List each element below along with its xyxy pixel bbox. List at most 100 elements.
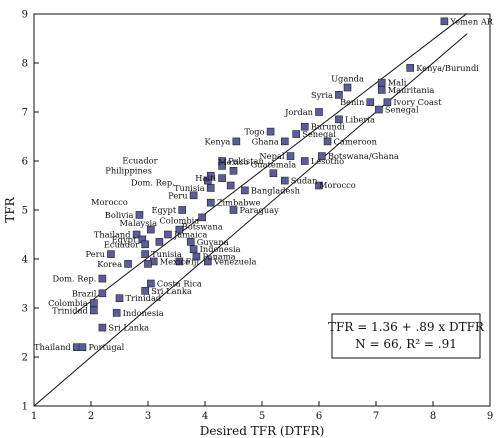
- x-tick-label: 9: [487, 411, 493, 422]
- equation-line: N = 66, R² = .91: [355, 337, 457, 351]
- y-tick-label: 8: [22, 59, 28, 70]
- data-point: [377, 86, 386, 94]
- x-tick-label: 8: [430, 411, 436, 422]
- data-point: [198, 213, 206, 222]
- point-label: Haiti: [195, 173, 216, 183]
- point-label: Ecuador: [122, 155, 157, 165]
- point-label: Portugal: [88, 342, 124, 352]
- point-label: Thailand: [94, 230, 131, 240]
- equation-box: TFR = 1.36 + .89 x DTFR N = 66, R² = .91: [328, 313, 485, 359]
- equation-frame: [331, 313, 481, 359]
- point-label: Togo: [244, 127, 264, 137]
- data-point: [318, 152, 326, 160]
- y-axis-label: TFR: [3, 196, 17, 222]
- equation-line: TFR = 1.36 + .89 x DTFR: [328, 320, 485, 334]
- x-tick-label: 3: [145, 411, 151, 422]
- data-point: [280, 176, 289, 185]
- point-label: Philippines: [105, 165, 152, 175]
- point-label: Pakistan: [228, 156, 264, 166]
- point-label: Indonesia: [200, 244, 241, 254]
- point-label: Lesotho: [311, 156, 344, 166]
- data-point: [98, 289, 107, 298]
- y-tick-label: 6: [22, 157, 28, 168]
- point-label: Egypt: [151, 205, 176, 215]
- data-point: [335, 91, 343, 99]
- point-label: Trinidad: [52, 305, 88, 315]
- point-label: Guatemala: [251, 159, 297, 169]
- point-label: Bolivia: [105, 210, 134, 220]
- data-point: [286, 152, 295, 160]
- data-point: [335, 115, 343, 124]
- point-label: Dom. Rep.: [52, 274, 96, 284]
- point-label: Tunisia: [151, 249, 182, 259]
- data-point: [132, 230, 141, 239]
- data-point: [266, 127, 275, 136]
- point-label: Costa Rica: [157, 279, 202, 289]
- point-label: Thailand: [34, 342, 71, 352]
- data-point: [124, 260, 132, 268]
- point-label: Kenya/Burundi: [416, 63, 479, 73]
- data-point: [269, 169, 278, 178]
- data-point: [206, 198, 215, 207]
- point-label: Dom. Rep.: [131, 178, 175, 188]
- point-label: Malaysia: [120, 218, 158, 228]
- data-point: [383, 98, 392, 106]
- point-label: Venezuela: [213, 256, 257, 266]
- point-label: Sri Lanka: [151, 286, 192, 296]
- point-label: Fiji: [185, 256, 199, 266]
- x-tick-label: 1: [31, 411, 37, 422]
- data-point: [229, 206, 238, 214]
- data-point: [141, 250, 149, 258]
- data-point: [135, 211, 144, 219]
- data-point: [440, 17, 449, 26]
- point-label: Colombia: [48, 298, 88, 308]
- point-label: Senegal: [385, 105, 419, 115]
- x-tick-label: 4: [202, 411, 208, 422]
- point-label: Panama: [202, 252, 235, 262]
- y-tick-label: 7: [22, 108, 28, 119]
- axes: 1 2 3 4 5 6 7 8 9 1 2 3 4 5 6 7 8 9 Desired TFR (DTFR) TFR: [3, 10, 493, 438]
- data-point: [192, 252, 201, 261]
- point-label: Peru: [86, 249, 106, 259]
- data-point: [90, 299, 98, 307]
- data-point: [323, 137, 332, 146]
- data-point: [141, 287, 149, 295]
- data-point: [206, 184, 215, 192]
- point-label: Burundi: [311, 122, 345, 132]
- data-point: [315, 108, 323, 116]
- fitted-line: [73, 12, 468, 315]
- point-label: Botswana/Ghana: [328, 151, 399, 161]
- point-labels: Yemen AR Kenya/Burundi Uganda Syria MaliMaur…: [34, 16, 494, 352]
- point-label: Indonesia: [123, 308, 164, 318]
- data-point: [218, 174, 226, 182]
- data-point: [226, 181, 235, 190]
- data-point: [406, 64, 415, 72]
- point-label: Tunisia: [174, 183, 205, 193]
- data-point: [189, 245, 198, 253]
- x-tick-label: 2: [88, 411, 94, 422]
- point-label: Paraguay: [240, 205, 280, 215]
- data-point: [292, 130, 301, 138]
- data-point: [78, 343, 87, 352]
- data-point: [178, 206, 186, 214]
- point-label: Peru: [168, 190, 188, 200]
- point-label: Uganda: [331, 74, 364, 84]
- point-label: Benin: [340, 97, 365, 107]
- data-point: [115, 294, 124, 303]
- data-point: [204, 257, 212, 266]
- data-point: [218, 162, 226, 170]
- point-label: Cameroon: [334, 136, 378, 146]
- x-tick-label: 5: [259, 411, 265, 422]
- data-point: [343, 83, 352, 92]
- point-label: Bangladesh: [251, 185, 301, 195]
- y-tick-label: 2: [22, 353, 28, 364]
- data-point: [300, 157, 309, 165]
- data-point: [144, 260, 152, 268]
- point-label: Mexico: [160, 256, 190, 266]
- point-label: Egypt: [112, 234, 137, 244]
- y-tick-label: 9: [22, 10, 28, 21]
- data-points: [72, 17, 449, 352]
- point-label: Guyana: [197, 237, 229, 247]
- data-point: [186, 238, 195, 246]
- data-point: [112, 309, 121, 317]
